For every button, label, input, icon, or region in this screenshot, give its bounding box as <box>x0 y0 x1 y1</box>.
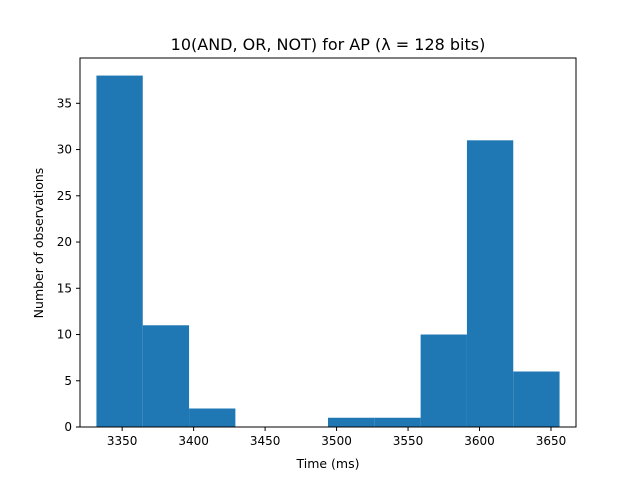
y-tick-label: 5 <box>64 374 72 388</box>
plot-area-frame <box>79 57 577 428</box>
x-tick-label: 3650 <box>536 434 567 448</box>
histogram-bar-5 <box>328 417 375 427</box>
x-tick-label: 3600 <box>464 434 495 448</box>
y-tick-label: 10 <box>57 328 72 342</box>
histogram-bar-1 <box>142 325 190 427</box>
bars-group <box>96 75 560 428</box>
x-tick-label: 3450 <box>250 434 281 448</box>
y-tick-label: 15 <box>57 281 72 295</box>
x-tick-label: 3500 <box>321 434 352 448</box>
x-tick-label: 3400 <box>178 434 209 448</box>
histogram-bar-7 <box>420 334 467 427</box>
y-tick-label: 25 <box>57 189 72 203</box>
histogram-bar-2 <box>189 408 236 427</box>
x-axis-label: Time (ms) <box>295 456 359 471</box>
x-tick-label: 3550 <box>393 434 424 448</box>
y-tick-label: 35 <box>57 96 72 110</box>
y-tick-label: 30 <box>57 143 72 157</box>
x-tick-label: 3350 <box>107 434 138 448</box>
y-axis-label: Number of observations <box>31 168 46 319</box>
histogram-bar-6 <box>374 417 421 427</box>
y-tick-label: 20 <box>57 235 72 249</box>
y-tick-label: 0 <box>64 420 72 434</box>
y-axis-ticks: 0 5 10 15 20 25 30 35 <box>57 96 80 434</box>
chart-title: 10(AND, OR, NOT) for AP (λ = 128 bits) <box>171 35 486 54</box>
histogram-bar-0 <box>96 75 143 428</box>
histogram-bar-8 <box>466 140 514 427</box>
histogram-bar-9 <box>513 371 560 427</box>
x-axis-ticks: 3350 3400 3450 3500 3550 3600 3650 <box>107 427 566 448</box>
